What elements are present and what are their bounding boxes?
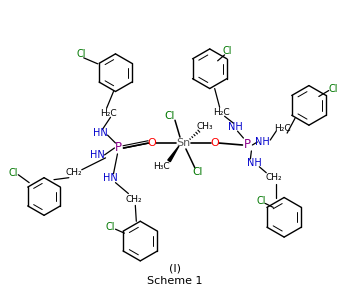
Text: O: O	[210, 138, 219, 148]
Text: HN: HN	[103, 173, 118, 183]
Polygon shape	[168, 146, 179, 162]
Text: Cl: Cl	[8, 168, 18, 178]
Text: Cl: Cl	[165, 111, 175, 121]
Text: P: P	[115, 142, 122, 155]
Text: H₂C: H₂C	[100, 109, 117, 118]
Text: HN: HN	[93, 128, 108, 138]
Text: NH: NH	[255, 137, 270, 147]
Text: H₂C: H₂C	[213, 108, 230, 117]
Text: NH: NH	[228, 122, 243, 132]
Text: Cl: Cl	[223, 46, 232, 56]
Text: CH₃: CH₃	[196, 122, 213, 131]
Text: Cl: Cl	[193, 167, 203, 177]
Text: Scheme 1: Scheme 1	[147, 276, 203, 286]
Text: H₂C: H₂C	[274, 124, 290, 133]
Text: Cl: Cl	[106, 222, 115, 232]
Text: Sn: Sn	[176, 138, 190, 148]
Text: CH₂: CH₂	[125, 195, 142, 204]
Text: P: P	[244, 139, 251, 151]
Text: Cl: Cl	[257, 196, 266, 206]
Text: HN: HN	[90, 150, 105, 160]
Text: O: O	[148, 138, 156, 148]
Text: Cl: Cl	[76, 49, 85, 59]
Text: NH: NH	[247, 158, 262, 168]
Text: CH₂: CH₂	[266, 173, 282, 182]
Text: (I): (I)	[169, 264, 181, 274]
Text: CH₂: CH₂	[65, 168, 82, 177]
Text: Cl: Cl	[329, 84, 338, 94]
Text: H₃C: H₃C	[153, 162, 169, 171]
